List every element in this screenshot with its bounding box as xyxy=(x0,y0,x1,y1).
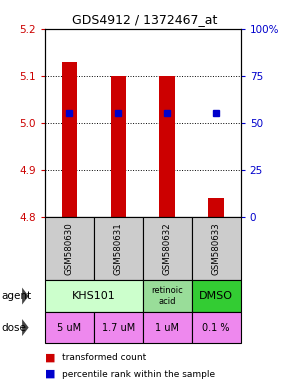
Text: DMSO: DMSO xyxy=(199,291,233,301)
Text: agent: agent xyxy=(1,291,32,301)
Bar xyxy=(160,76,175,217)
Text: retinoic
acid: retinoic acid xyxy=(151,286,183,306)
Bar xyxy=(61,62,77,217)
Text: GDS4912 / 1372467_at: GDS4912 / 1372467_at xyxy=(72,13,218,26)
Text: GSM580631: GSM580631 xyxy=(114,222,123,275)
Text: ■: ■ xyxy=(45,353,55,362)
Bar xyxy=(209,198,224,217)
Polygon shape xyxy=(22,319,29,336)
Text: transformed count: transformed count xyxy=(62,353,147,362)
Text: GSM580630: GSM580630 xyxy=(65,222,74,275)
Text: ■: ■ xyxy=(45,369,55,379)
Text: GSM580632: GSM580632 xyxy=(163,222,172,275)
Text: GSM580633: GSM580633 xyxy=(212,222,221,275)
Text: KHS101: KHS101 xyxy=(72,291,116,301)
Text: 1 uM: 1 uM xyxy=(155,323,179,333)
Text: 1.7 uM: 1.7 uM xyxy=(102,323,135,333)
Text: 5 uM: 5 uM xyxy=(57,323,81,333)
Bar xyxy=(110,76,126,217)
Polygon shape xyxy=(22,288,29,305)
Text: dose: dose xyxy=(1,323,26,333)
Text: 0.1 %: 0.1 % xyxy=(202,323,230,333)
Text: percentile rank within the sample: percentile rank within the sample xyxy=(62,369,215,379)
